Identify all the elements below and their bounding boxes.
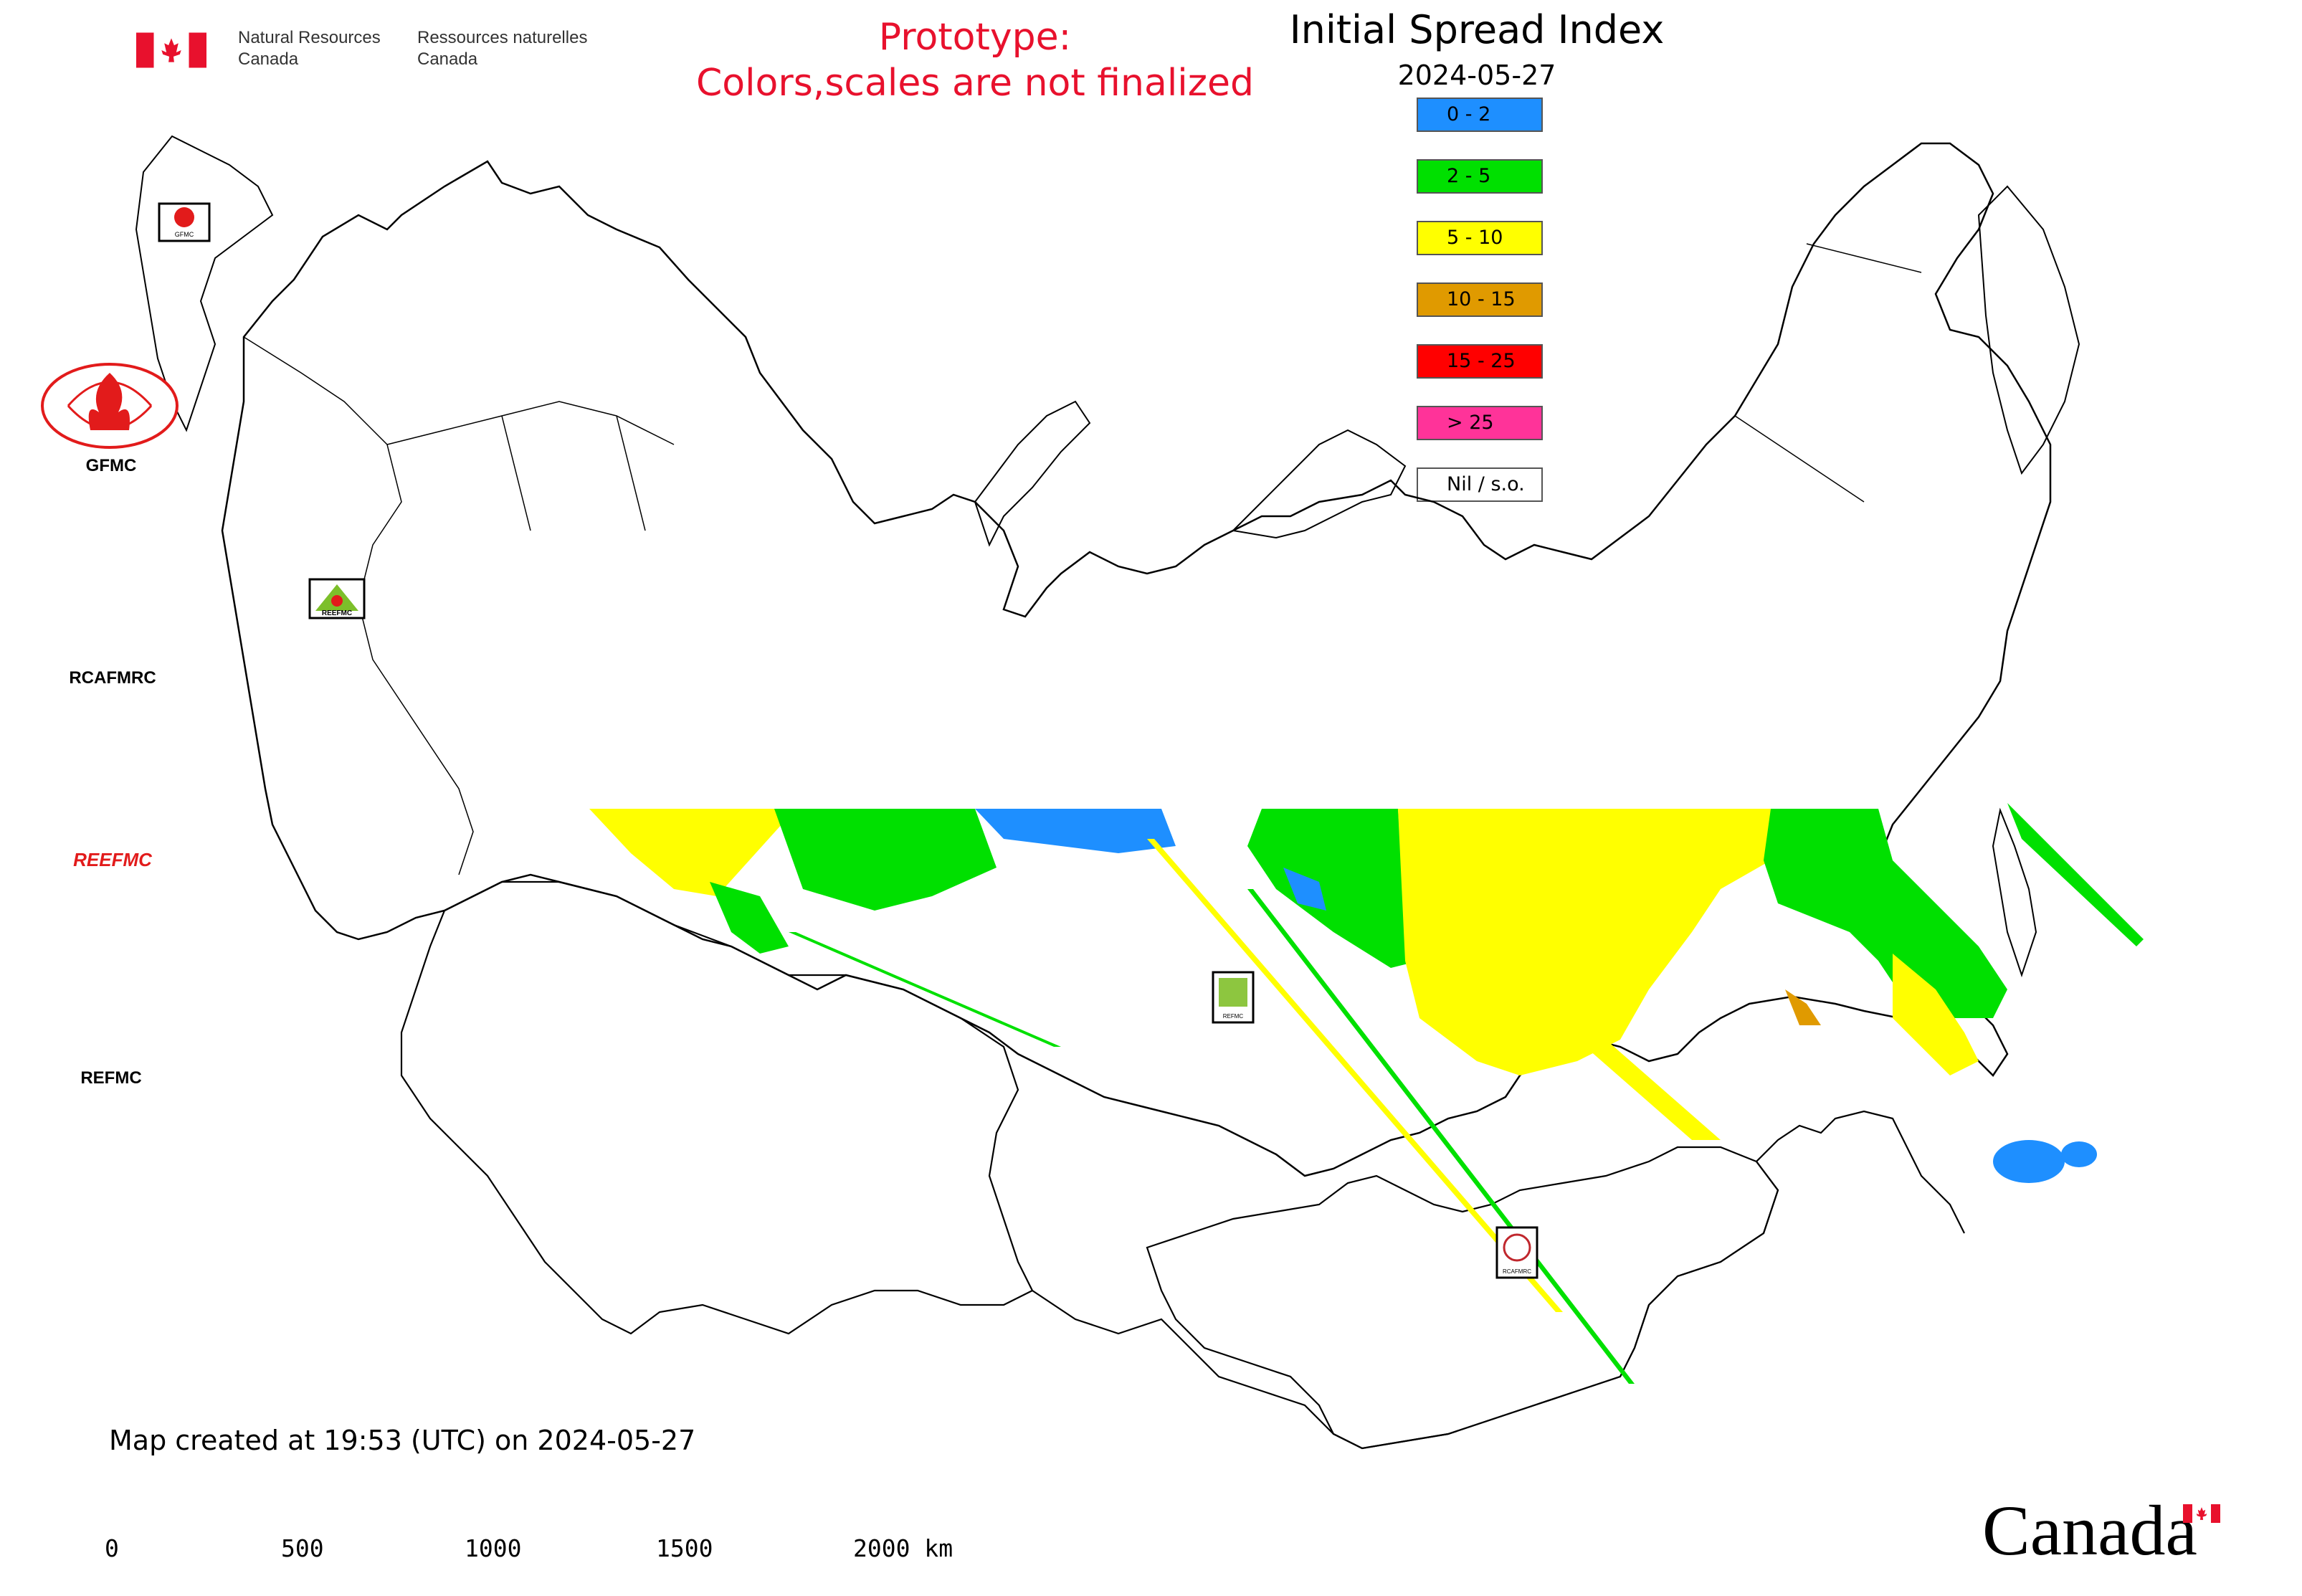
- isi-band-yellow-east: [1893, 954, 1979, 1075]
- china-boundary: [1032, 1110, 1965, 1450]
- isi-band-blue-east2: [2061, 1141, 2097, 1167]
- legend-label: 2 - 5: [1447, 165, 1491, 187]
- legend-item-2-5: 2 - 5: [1417, 159, 1543, 194]
- isi-band-blue-east: [1993, 1140, 2065, 1183]
- small-rcafmrc-text: RCAFMRC: [1503, 1268, 1531, 1275]
- isi-band-green-west: [774, 809, 997, 911]
- legend-label: 15 - 25: [1447, 350, 1516, 372]
- agency-name-french: Ressources naturelles Canada: [417, 27, 587, 70]
- agency-fr-line2: Canada: [417, 49, 478, 69]
- legend-item-over-25: > 25: [1417, 406, 1543, 440]
- isi-band-green-east: [1764, 809, 2007, 1018]
- agency-en-line1: Natural Resources: [238, 28, 381, 47]
- isi-band-green-central: [1247, 809, 1419, 968]
- legend-label: > 25: [1447, 412, 1494, 434]
- scale-tick-2000: 2000 km: [853, 1534, 953, 1562]
- kamchatka-outline: [1977, 185, 2080, 475]
- isi-band-blue-central: [1283, 868, 1326, 911]
- reefmc-label: REEFMC: [73, 849, 152, 870]
- legend-item-0-2: 0 - 2: [1417, 98, 1543, 132]
- novaya-zemlya-outline: [974, 400, 1091, 547]
- sakhalin-outline: [1992, 807, 2037, 978]
- small-reefmc-logo: REEFMC: [308, 578, 366, 619]
- russia-boundary: [221, 142, 2052, 1177]
- isi-stripe-4: [1577, 1040, 1721, 1140]
- gfmc-label: GFMC: [85, 456, 137, 475]
- legend-item-15-25: 15 - 25: [1417, 344, 1543, 379]
- agency-fr-line1: Ressources naturelles: [417, 28, 588, 47]
- isi-band-green-west2: [710, 882, 789, 954]
- region-boundaries: [243, 243, 1922, 875]
- map-date: 2024-05-27: [1397, 60, 1556, 91]
- scale-tick-500: 500: [281, 1534, 324, 1562]
- agency-name-english: Natural Resources Canada: [238, 27, 381, 70]
- taymyr-outline: [1231, 429, 1407, 539]
- small-gfmc-text: GFMC: [175, 231, 194, 238]
- legend-label: 0 - 2: [1447, 103, 1491, 125]
- scandinavia-outline: [135, 135, 274, 432]
- legend-item-5-10: 5 - 10: [1417, 221, 1543, 255]
- gfmc-logo: [41, 363, 179, 449]
- legend-item-10-15: 10 - 15: [1417, 282, 1543, 317]
- prototype-line2: Colors,scales are not finalized: [695, 62, 1255, 105]
- isi-band-yellow-west: [589, 809, 796, 896]
- scale-tick-0: 0: [105, 1534, 119, 1562]
- agency-en-line2: Canada: [238, 49, 299, 69]
- prototype-line1: Prototype:: [878, 16, 1072, 59]
- map-title: Initial Spread Index: [1289, 7, 1665, 52]
- isi-stripe-1: [789, 932, 1061, 1047]
- isi-band-blue-west: [975, 809, 1176, 853]
- isi-band-yellow-central: [1398, 809, 1778, 1075]
- isi-band-green-sakhalin: [2007, 803, 2144, 946]
- rcafmrc-label: RCAFMRC: [69, 668, 156, 688]
- kazakhstan-boundary: [400, 880, 1034, 1335]
- isi-band-orange-spot: [1785, 989, 1821, 1025]
- legend-item-nil: Nil / s.o.: [1417, 467, 1543, 502]
- isi-raster: [589, 803, 2144, 1384]
- small-refmc-logo: REFMC: [1212, 971, 1255, 1024]
- isi-stripe-2: [1147, 839, 1563, 1312]
- small-refmc-text: REFMC: [1223, 1013, 1244, 1020]
- legend-label: Nil / s.o.: [1447, 473, 1525, 495]
- prototype-notice: Prototype: Colors,scales are not finaliz…: [645, 14, 1305, 106]
- small-rcafmrc-logo: RCAFMRC: [1495, 1226, 1538, 1279]
- legend-label: 5 - 10: [1447, 227, 1503, 249]
- small-reefmc-text: REEFMC: [322, 609, 352, 617]
- small-gfmc-logo: GFMC: [158, 202, 211, 242]
- canada-flag-icon: [136, 32, 206, 68]
- scale-tick-1500: 1500: [656, 1534, 713, 1562]
- map-created-text: Map created at 19:53 (UTC) on 2024-05-27: [109, 1425, 696, 1456]
- mongolia-boundary: [1146, 1146, 1779, 1450]
- scale-tick-1000: 1000: [465, 1534, 522, 1562]
- legend-label: 10 - 15: [1447, 288, 1516, 310]
- canada-flag-icon: [2183, 1504, 2220, 1523]
- refmc-label: REFMC: [80, 1068, 142, 1088]
- canada-wordmark: Canada: [1982, 1491, 2197, 1570]
